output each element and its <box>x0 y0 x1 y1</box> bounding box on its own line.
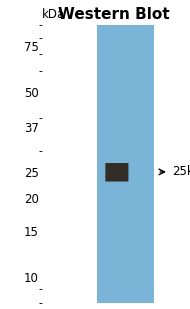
Text: 25kDa: 25kDa <box>172 165 190 178</box>
FancyBboxPatch shape <box>105 163 128 181</box>
FancyBboxPatch shape <box>97 25 154 303</box>
Title: Western Blot: Western Blot <box>58 7 170 22</box>
Text: kDa: kDa <box>42 7 65 20</box>
